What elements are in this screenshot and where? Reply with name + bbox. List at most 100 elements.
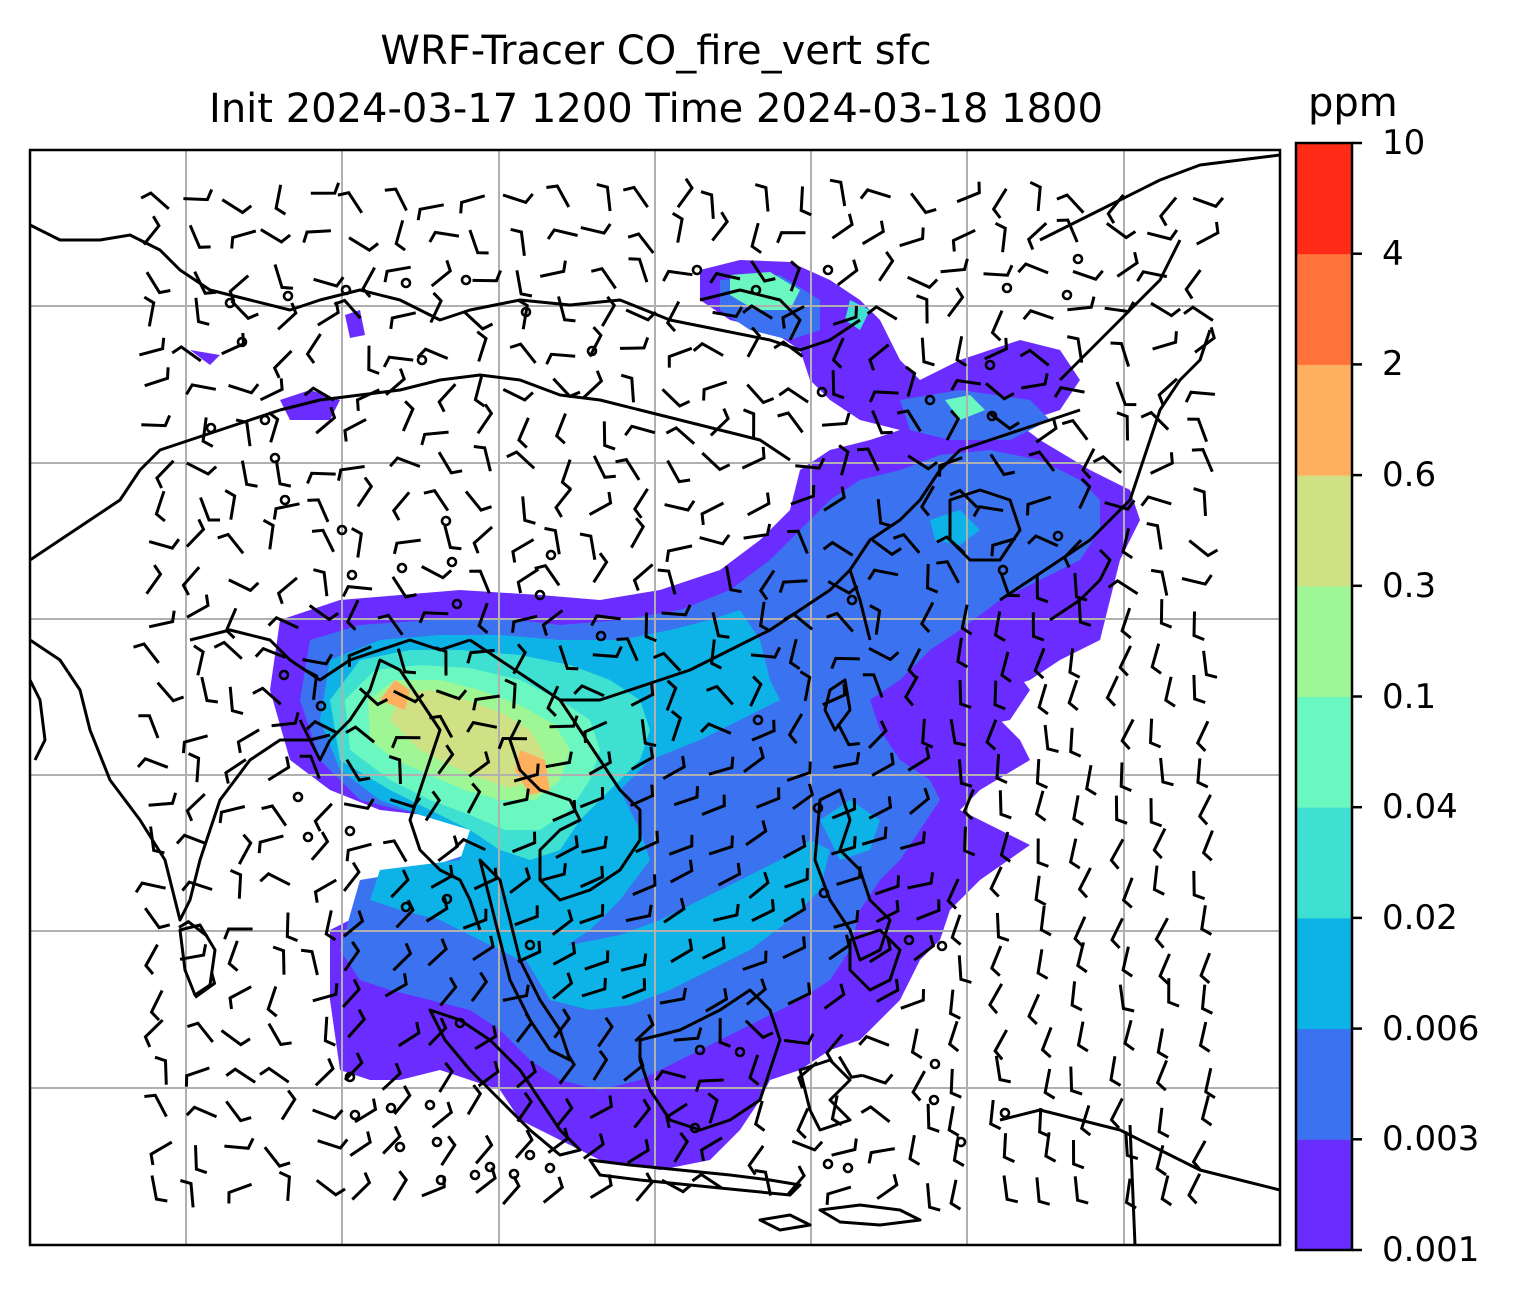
wind-barb (742, 408, 756, 438)
wind-barb (1192, 611, 1205, 641)
wind-barb (472, 694, 500, 711)
wind-barb (822, 683, 847, 707)
coastline-segment (1128, 1124, 1137, 1245)
wind-barb (213, 640, 243, 660)
wind-barb (926, 1183, 941, 1212)
wind-barb (511, 538, 535, 563)
wind-barb (1116, 251, 1139, 278)
wind-barb (194, 297, 210, 326)
wind-barb (464, 311, 494, 331)
wind-barb (187, 752, 201, 783)
wind-barb (657, 568, 677, 595)
wind-barb (868, 720, 888, 749)
wind-barb (831, 797, 857, 820)
wind-barb (652, 651, 682, 672)
wind-barb (1157, 377, 1179, 406)
wind-barb (1200, 984, 1214, 1015)
wind-barb (305, 669, 319, 700)
wind-barb (394, 219, 406, 252)
calm-wind-marker (818, 887, 830, 899)
wind-barb (230, 229, 257, 249)
wind-barb (913, 934, 936, 962)
wind-barb (876, 1173, 899, 1200)
wind-barb (1158, 953, 1171, 985)
wind-barb (991, 188, 1008, 219)
wind-barb (579, 786, 605, 809)
wind-barb (171, 345, 202, 363)
wind-barb (343, 798, 375, 810)
wind-barb (476, 403, 494, 435)
wind-barb (998, 790, 1012, 820)
wind-barb (420, 430, 449, 446)
wind-barb (1181, 574, 1213, 586)
wind-barb (667, 346, 693, 368)
wind-barb (224, 758, 247, 784)
wind-barb (183, 188, 214, 202)
colorbar-tick-label: 0.001 (1382, 1230, 1480, 1270)
wind-barb (827, 580, 859, 595)
wind-barb (513, 763, 540, 783)
calm-wind-marker (396, 562, 408, 574)
wind-barb (391, 575, 417, 599)
wind-barb (676, 177, 694, 209)
wind-barb (542, 1176, 565, 1204)
wind-barb (826, 611, 854, 633)
wind-barb (1146, 229, 1179, 241)
wind-barb (661, 1178, 693, 1194)
wind-barb (867, 568, 899, 581)
wind-barb (616, 637, 639, 662)
wind-barb (948, 989, 961, 1020)
wind-barb (1106, 193, 1125, 224)
wind-barb (473, 445, 492, 472)
wind-barb (273, 264, 294, 290)
wind-barb (871, 752, 895, 777)
calm-wind-marker (385, 1102, 397, 1114)
wind-barb (747, 1145, 765, 1176)
wind-barb (640, 719, 657, 748)
coastline-segment (30, 679, 47, 761)
wind-barb (194, 972, 217, 999)
wind-barb (345, 842, 372, 862)
wind-barb (773, 340, 804, 358)
wind-barb (709, 271, 741, 284)
wind-barb (312, 983, 339, 1003)
wind-barb (665, 1102, 688, 1129)
wind-barb (1116, 411, 1129, 441)
wind-barb (454, 837, 486, 852)
wind-barb (315, 1179, 346, 1197)
wind-barb (1167, 978, 1180, 1008)
wind-barb (401, 400, 415, 432)
calm-wind-marker (1001, 282, 1013, 294)
wind-barb (367, 345, 380, 375)
wind-barb (149, 1140, 173, 1166)
wind-barb (787, 1165, 806, 1195)
wind-barb (946, 878, 960, 910)
wind-barb (777, 411, 804, 434)
wind-barb (627, 1139, 650, 1165)
wind-barb (1070, 981, 1083, 1012)
wind-barb (343, 941, 361, 972)
wind-barb (181, 734, 208, 754)
coastline-segment (588, 1158, 802, 1197)
wind-barb (1022, 309, 1054, 321)
wind-barb (632, 487, 649, 519)
wind-barb (579, 532, 597, 561)
calm-wind-marker (822, 1158, 834, 1170)
wind-barb (1043, 1068, 1056, 1100)
wind-barb (143, 907, 171, 930)
wind-barb (962, 788, 975, 821)
wind-barb (501, 1175, 521, 1206)
wind-barb (299, 754, 321, 780)
wind-barb (193, 271, 217, 295)
wind-barb (758, 569, 776, 601)
coastline-segment (298, 719, 332, 762)
wind-barb (713, 903, 740, 922)
wind-barb (1188, 539, 1219, 558)
wind-barb (833, 909, 860, 929)
wind-barb (138, 714, 160, 739)
wind-barb (145, 564, 163, 595)
wind-barb (317, 1138, 349, 1150)
wind-barb (925, 563, 939, 594)
wind-barb (993, 1029, 1009, 1061)
calm-wind-marker (534, 589, 546, 601)
